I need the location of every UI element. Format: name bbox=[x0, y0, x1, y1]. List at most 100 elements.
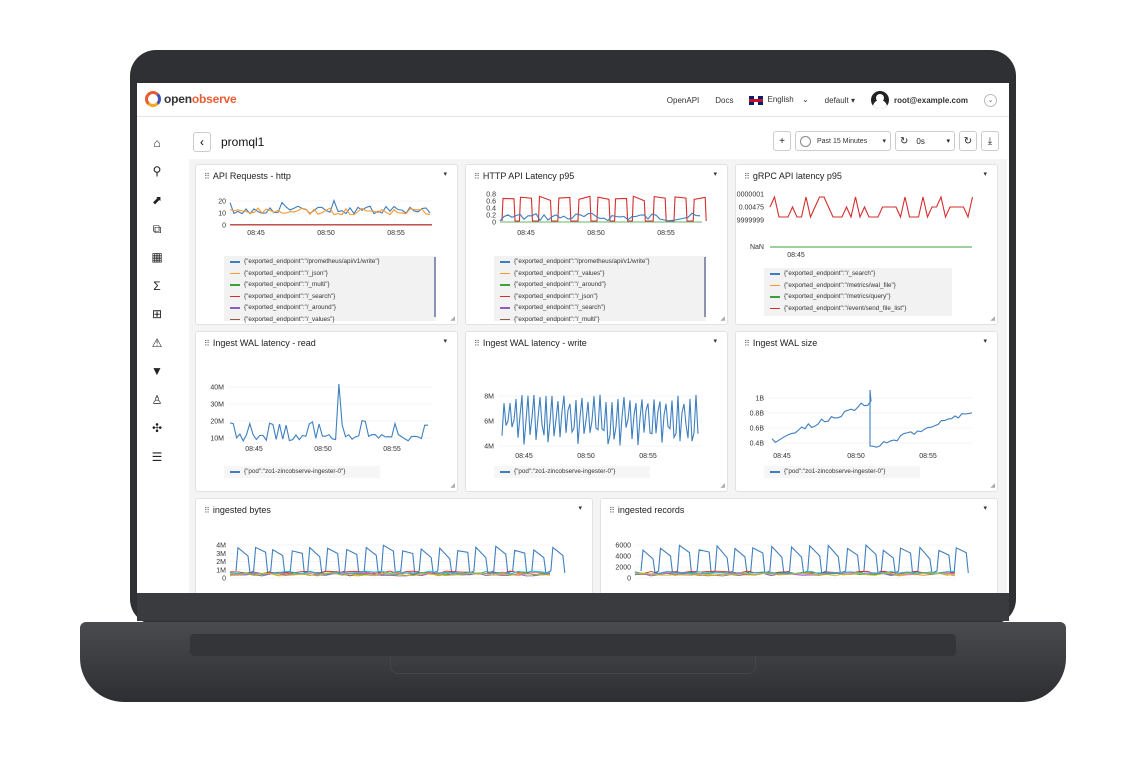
y-tick-label: 4M bbox=[216, 543, 226, 550]
panel-menu-caret-icon[interactable]: ▾ bbox=[983, 338, 987, 345]
home-icon[interactable]: ⌂ bbox=[153, 136, 161, 150]
chevron-down-icon: ⌄ bbox=[801, 95, 809, 105]
refresh-interval-select[interactable]: ↻ 0s ▾ bbox=[895, 131, 955, 151]
series-line bbox=[771, 389, 973, 448]
drag-handle-icon[interactable]: ⠿ bbox=[744, 338, 750, 348]
drag-handle-icon[interactable]: ⠿ bbox=[204, 338, 210, 348]
series-line bbox=[229, 383, 429, 443]
panel-menu-caret-icon[interactable]: ▾ bbox=[983, 505, 987, 512]
legend-item[interactable]: {"exported_endpoint":"/prometheus/api/v1… bbox=[230, 256, 430, 268]
top-links: OpenAPI Docs English ⌄ default ▾ root@ex… bbox=[667, 83, 997, 117]
drag-handle-icon[interactable]: ⠿ bbox=[474, 171, 480, 181]
legend-swatch bbox=[500, 307, 510, 309]
y-tick-label: 1B bbox=[755, 396, 764, 403]
legend-swatch bbox=[770, 273, 780, 275]
chart-legend: {"pod":"zo1-zincobserve-ingester-0"} bbox=[494, 466, 650, 478]
legend-swatch bbox=[230, 307, 240, 309]
legend-swatch bbox=[770, 307, 780, 309]
ingestion-filter-icon[interactable]: ▼ bbox=[151, 364, 163, 378]
y-tick-label: 1M bbox=[216, 567, 226, 574]
legend-item[interactable]: {"exported_endpoint":"/_search"} bbox=[770, 268, 946, 280]
functions-sigma-icon[interactable]: Σ bbox=[153, 279, 161, 293]
resize-handle-icon[interactable]: ◢ bbox=[990, 483, 995, 489]
download-button[interactable]: ⤓ bbox=[981, 131, 999, 151]
legend-item[interactable]: {"pod":"zo1-zincobserve-ingester-0"} bbox=[500, 466, 644, 478]
panel-ingested-bytes: ⠿ ingested bytes ▾ 4M 3M 2M 1M 0 bbox=[195, 498, 593, 593]
panel-menu-caret-icon[interactable]: ▾ bbox=[713, 171, 717, 178]
drag-handle-icon[interactable]: ⠿ bbox=[609, 505, 615, 515]
legend-scrollbar[interactable] bbox=[434, 257, 436, 317]
uk-flag-icon bbox=[749, 95, 764, 105]
legend-item[interactable]: {"exported_endpoint":"/metrics/query"} bbox=[770, 291, 946, 303]
legend-label: {"exported_endpoint":"/_around"} bbox=[514, 281, 606, 288]
legend-item[interactable]: {"exported_endpoint":"/_json"} bbox=[230, 268, 430, 280]
panel-menu-caret-icon[interactable]: ▾ bbox=[713, 338, 717, 345]
drag-handle-icon[interactable]: ⠿ bbox=[204, 171, 210, 181]
clock-icon bbox=[800, 135, 811, 147]
wal-read-chart: 40M 30M 20M 10M 08:45 08:50 08:55 bbox=[210, 383, 432, 453]
series-line bbox=[229, 207, 431, 216]
legend-swatch bbox=[230, 272, 240, 274]
resize-handle-icon[interactable]: ◢ bbox=[720, 316, 725, 322]
y-tick-label: 0.8 bbox=[486, 192, 496, 199]
resize-handle-icon[interactable]: ◢ bbox=[450, 316, 455, 322]
openapi-link[interactable]: OpenAPI bbox=[666, 95, 700, 105]
metrics-chart-icon[interactable]: ⬈ bbox=[151, 193, 163, 207]
legend-item[interactable]: {"exported_endpoint":"/_json"} bbox=[500, 291, 700, 303]
refresh-button[interactable]: ↻ bbox=[959, 131, 977, 151]
back-button[interactable]: ‹ bbox=[193, 132, 211, 152]
drag-handle-icon[interactable]: ⠿ bbox=[204, 505, 210, 515]
y-tick-label: 0.6B bbox=[750, 426, 765, 433]
users-person-icon[interactable]: ♙ bbox=[151, 393, 163, 407]
legend-item[interactable]: {"exported_endpoint":"/event/send_file_l… bbox=[770, 303, 946, 315]
wal-size-chart: 1B 0.8B 0.6B 0.4B 08:45 08:50 08:55 bbox=[750, 389, 973, 460]
traces-icon[interactable]: ⧉ bbox=[152, 221, 162, 236]
legend-swatch bbox=[500, 284, 510, 286]
panel-wal-read: ⠿ Ingest WAL latency - read ▾ 40M 30M 20M 10… bbox=[195, 331, 458, 492]
language-select[interactable]: English ⌄ bbox=[749, 95, 809, 105]
slack-icon[interactable]: ✣ bbox=[151, 421, 163, 435]
panel-menu-caret-icon[interactable]: ▾ bbox=[443, 338, 447, 345]
legend-item[interactable]: {"exported_endpoint":"/_search"} bbox=[230, 291, 430, 303]
legend-label: {"pod":"zo1-zincobserve-ingester-0"} bbox=[244, 468, 346, 475]
reports-list-icon[interactable]: ☰ bbox=[151, 450, 163, 464]
drag-handle-icon[interactable]: ⠿ bbox=[744, 171, 750, 181]
brand-logo[interactable]: openobserve bbox=[145, 91, 237, 107]
legend-item[interactable]: {"exported_endpoint":"/_multi"} bbox=[230, 279, 430, 291]
chart-legend: {"pod":"zo1-zincobserve-ingester-0"} bbox=[224, 466, 380, 478]
y-tick-label: 8M bbox=[484, 394, 494, 401]
panel-title: ⠿ Ingest WAL latency - read bbox=[204, 338, 316, 348]
y-tick-label: 10 bbox=[218, 211, 226, 218]
user-menu[interactable]: root@example.com bbox=[870, 91, 968, 109]
alerts-warning-icon[interactable]: ⚠ bbox=[151, 336, 163, 350]
panel-menu-caret-icon[interactable]: ▾ bbox=[443, 171, 447, 178]
caret-down-icon: ▾ bbox=[850, 95, 855, 105]
x-tick-label: 08:50 bbox=[847, 453, 865, 460]
user-menu-caret-icon[interactable]: ⌄ bbox=[984, 93, 997, 107]
resize-handle-icon[interactable]: ◢ bbox=[990, 316, 995, 322]
legend-scrollbar[interactable] bbox=[704, 257, 706, 317]
time-range-picker[interactable]: Past 15 Minutes ▾ bbox=[795, 131, 891, 151]
search-icon[interactable]: ⚲ bbox=[152, 164, 162, 178]
legend-item[interactable]: {"exported_endpoint":"/_around"} bbox=[230, 302, 430, 314]
legend-item[interactable]: {"exported_endpoint":"/_around"} bbox=[500, 279, 700, 291]
legend-item[interactable]: {"exported_endpoint":"/_multi"} bbox=[500, 314, 700, 325]
org-select[interactable]: default ▾ bbox=[824, 95, 855, 105]
legend-item[interactable]: {"exported_endpoint":"/prometheus/api/v1… bbox=[500, 256, 700, 268]
docs-link[interactable]: Docs bbox=[715, 95, 734, 105]
legend-item[interactable]: {"exported_endpoint":"/_values"} bbox=[230, 314, 430, 325]
panel-menu-caret-icon[interactable]: ▾ bbox=[578, 505, 582, 512]
drag-handle-icon[interactable]: ⠿ bbox=[474, 338, 480, 348]
legend-item[interactable]: {"exported_endpoint":"/_values"} bbox=[500, 268, 700, 280]
panel-menu-caret-icon[interactable]: ▾ bbox=[983, 171, 987, 178]
resize-handle-icon[interactable]: ◢ bbox=[720, 483, 725, 489]
streams-table-icon[interactable]: ⊞ bbox=[151, 307, 163, 321]
add-panel-button[interactable]: + bbox=[773, 131, 791, 151]
legend-item[interactable]: {"exported_endpoint":"/metrics/wal_file"… bbox=[770, 280, 946, 292]
legend-item[interactable]: {"pod":"zo1-zincobserve-ingester-0"} bbox=[770, 466, 914, 478]
dashboards-icon[interactable]: ▦ bbox=[151, 250, 163, 264]
legend-item[interactable]: {"pod":"zo1-zincobserve-ingester-0"} bbox=[230, 466, 374, 478]
resize-handle-icon[interactable]: ◢ bbox=[450, 483, 455, 489]
y-tick-label: 0.2 bbox=[486, 213, 496, 220]
legend-item[interactable]: {"exported_endpoint":"/_search"} bbox=[500, 302, 700, 314]
